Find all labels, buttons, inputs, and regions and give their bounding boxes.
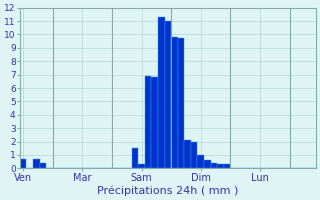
Bar [151, 77, 158, 168]
Bar [224, 164, 230, 168]
Bar [191, 142, 197, 168]
Bar [217, 164, 224, 168]
Bar [145, 76, 151, 168]
X-axis label: Précipitations 24h ( mm ): Précipitations 24h ( mm ) [97, 185, 238, 196]
Bar [178, 38, 184, 168]
Bar [197, 155, 204, 168]
Bar [204, 160, 211, 168]
Bar [20, 159, 27, 168]
Bar [158, 17, 164, 168]
Bar [132, 148, 138, 168]
Bar [171, 37, 178, 168]
Bar [138, 164, 145, 168]
Bar [211, 163, 217, 168]
Bar [184, 140, 191, 168]
Bar [40, 163, 46, 168]
Bar [33, 159, 40, 168]
Bar [164, 21, 171, 168]
